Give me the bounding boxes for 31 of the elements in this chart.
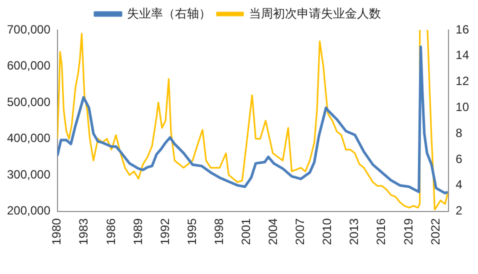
- x-tick-label: 2019: [401, 218, 416, 246]
- y-tick-label: 300,000: [6, 167, 51, 182]
- x-tick-label: 2022: [428, 218, 442, 246]
- y2-tick-label: 10: [456, 100, 470, 114]
- x-tick-label: 1983: [76, 218, 91, 246]
- x-tick-label: 2007: [293, 218, 308, 246]
- y2-tick-label: 12: [456, 74, 470, 88]
- y-tick-label: 600,000: [6, 58, 51, 73]
- y2-tick-label: 2: [456, 204, 463, 218]
- x-tick-label: 2004: [266, 218, 280, 246]
- y2-tick-label: 16: [456, 22, 470, 36]
- x-tick-label: 1989: [130, 218, 145, 246]
- y-tick-label: 200,000: [6, 204, 51, 218]
- legend-label: 失业率（右轴）: [127, 6, 211, 20]
- y-tick-label: 500,000: [6, 94, 51, 109]
- x-tick-label: 1995: [184, 218, 199, 246]
- y-tick-label: 700,000: [6, 22, 51, 36]
- x-tick-label: 2016: [374, 218, 388, 246]
- y-tick-label: 400,000: [6, 131, 51, 146]
- x-tick-label: 2010: [320, 218, 334, 246]
- y2-tick-label: 6: [456, 152, 463, 166]
- y2-tick-label: 14: [456, 48, 470, 62]
- x-tick-label: 1992: [158, 218, 172, 246]
- x-tick-label: 1986: [104, 218, 118, 246]
- y2-tick-label: 8: [456, 126, 463, 140]
- y2-tick-label: 4: [456, 178, 463, 192]
- x-tick-label: 2001: [239, 218, 254, 246]
- legend-label: 当周初次申请失业金人数: [249, 6, 381, 20]
- x-tick-label: 2013: [347, 218, 362, 246]
- x-tick-label: 1998: [212, 218, 226, 246]
- x-tick-label: 1980: [50, 218, 64, 246]
